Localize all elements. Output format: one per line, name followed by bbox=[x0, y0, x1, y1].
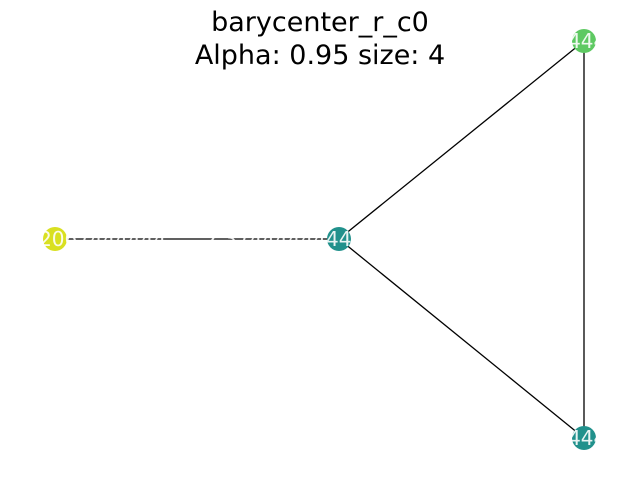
graph-node-n3 bbox=[572, 426, 596, 450]
edge-layer bbox=[55, 40, 585, 439]
graph-node-n2 bbox=[43, 227, 67, 251]
graph-node-n0 bbox=[572, 29, 596, 53]
graph-node-label-n1: 2.3744444444444451e-09 bbox=[205, 227, 473, 251]
graph-node-label-n2: 0.8333382067444444 bbox=[0, 227, 166, 251]
figure-subtitle: Alpha: 0.95 size: 4 bbox=[194, 40, 446, 71]
graph-edge-n0-n1 bbox=[338, 40, 585, 240]
graph-node-label-n0: 0.5444444444333354 bbox=[473, 29, 640, 53]
graph-node-label-n3: 2.3744444444444444 bbox=[473, 426, 640, 450]
graph-node-n1 bbox=[327, 227, 351, 251]
label-layer: 0.5444444444333354 2.3744444444444451e-09… bbox=[0, 29, 640, 450]
graph-edge-n1-n3 bbox=[338, 238, 585, 439]
figure-title: barycenter_r_c0 bbox=[211, 7, 429, 38]
node-layer bbox=[43, 29, 596, 450]
